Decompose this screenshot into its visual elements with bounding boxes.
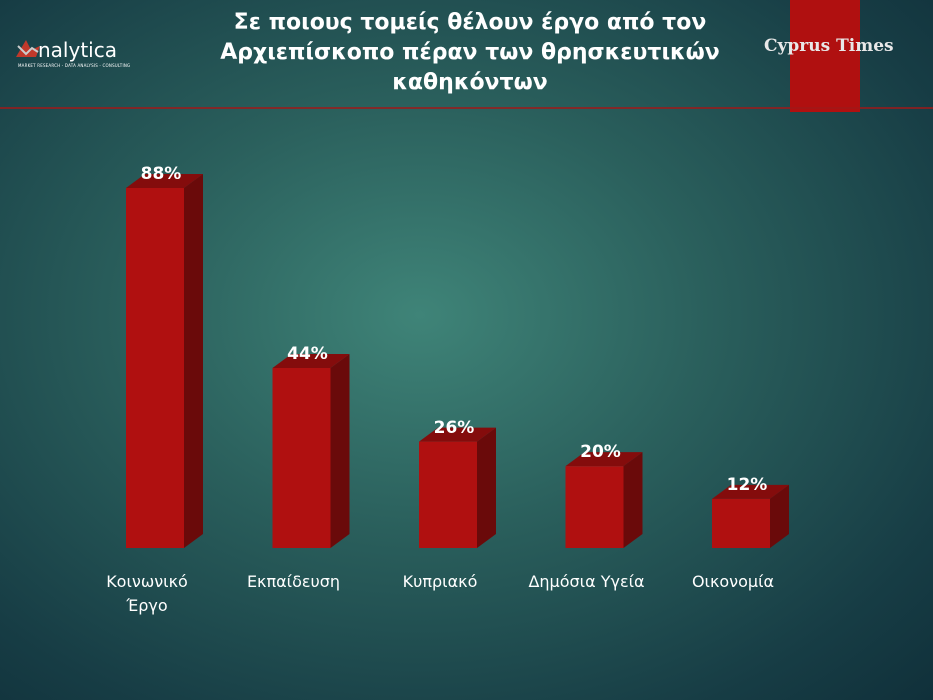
brand-band [790, 0, 860, 112]
value-label: 26% [433, 417, 475, 438]
logo-tagline: MARKET RESEARCH - DATA ANALYSIS - CONSUL… [18, 63, 131, 68]
logo-text: nalytica [38, 38, 117, 62]
bar [272, 354, 350, 548]
value-label: 88% [140, 164, 182, 184]
bar-top [565, 452, 643, 467]
bar-front [712, 498, 770, 548]
bar-side [184, 174, 203, 548]
bar-side [623, 452, 643, 548]
bar-front [126, 188, 184, 548]
x-tick-label: Κυπριακό [402, 572, 478, 591]
logo-icon-line [17, 45, 39, 56]
logo-icon [16, 40, 40, 57]
bar-top [272, 354, 350, 368]
x-tick-label: Δημόσια Υγεία [528, 572, 645, 591]
publisher: Cyprus Times [764, 36, 894, 56]
bar [712, 484, 789, 548]
bar [565, 452, 643, 548]
bar-side [770, 484, 789, 548]
bar-front [419, 441, 477, 548]
bar [126, 174, 203, 548]
x-tick-label: Εκπαίδευση [246, 572, 341, 591]
x-tick-label: Οικονομία [691, 572, 775, 591]
bar-side [477, 427, 496, 548]
value-label: 12% [726, 474, 768, 495]
bar [419, 427, 496, 548]
chart-title: Σε ποιους τομείς θέλουν έργο από τον Αρχ… [220, 10, 720, 95]
bar-front [565, 466, 624, 548]
bar-top [712, 484, 789, 499]
bar-top [419, 427, 496, 442]
value-label: 20% [580, 442, 621, 463]
bar-front [272, 368, 331, 548]
bar-top [126, 174, 203, 188]
x-tick-label: Κοινωνικό Έργο [106, 572, 188, 615]
value-label: 44% [287, 344, 328, 364]
bar-side [330, 354, 350, 548]
